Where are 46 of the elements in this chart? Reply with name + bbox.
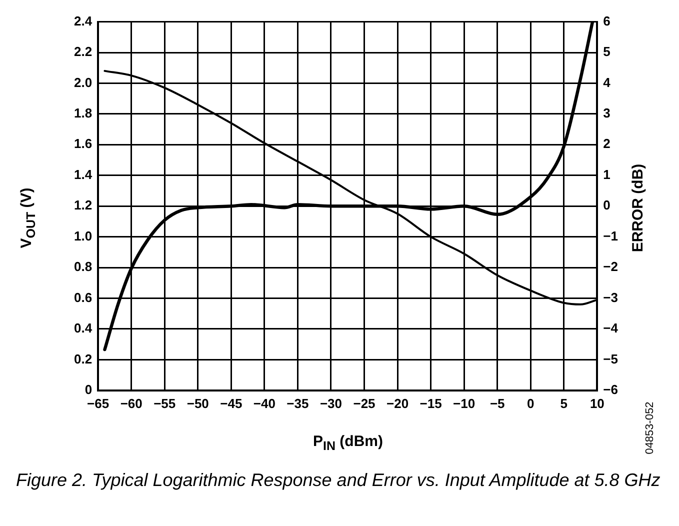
y-tick-label: 1.4 xyxy=(74,166,93,182)
x-tick-label: −20 xyxy=(386,396,409,411)
x-tick-label: −50 xyxy=(186,396,209,411)
x-tick-label: −60 xyxy=(120,396,142,411)
y-tick-label: 1.8 xyxy=(74,106,92,121)
x-tick-label: −55 xyxy=(154,396,176,411)
y-tick-label: 2.0 xyxy=(74,74,92,90)
x-tick-label: 0 xyxy=(527,396,534,411)
y2-tick-label: −6 xyxy=(603,382,618,397)
x-tick-label: 5 xyxy=(560,396,568,411)
y2-tick-label: 3 xyxy=(603,106,610,121)
x-tick-label: −35 xyxy=(286,396,309,411)
y-tick-label: 0 xyxy=(84,382,92,397)
y2-tick-label: −5 xyxy=(603,351,618,366)
y2-tick-label: 5 xyxy=(603,44,610,60)
x-tick-label: −5 xyxy=(490,396,505,411)
text: 04853-052 xyxy=(644,402,656,454)
y-tick-label: 0.2 xyxy=(74,351,92,366)
x-tick-label: −15 xyxy=(420,396,442,411)
x-tick-label: −45 xyxy=(220,396,242,411)
y2-axis-title: ERROR (dB) xyxy=(630,164,646,252)
y-tick-label: 1.6 xyxy=(74,136,92,152)
y2-tick-label: 0 xyxy=(603,198,610,213)
x-tick-label: −30 xyxy=(320,396,342,411)
y-tick-label: 1.0 xyxy=(74,228,92,244)
x-tick-label: −10 xyxy=(453,396,476,411)
x-axis-title: P$_{IN}$ (dBm) xyxy=(312,433,384,453)
caption: Figure 2. Typical Logarithmic Response and Error vs. Input Amplitude at 5.8 GHz xyxy=(16,470,660,491)
x-tick-label: −40 xyxy=(253,396,276,411)
y2-tick-label: −1 xyxy=(603,228,618,244)
y-tick-label: 0.6 xyxy=(74,290,92,305)
x-tick-label: 10 xyxy=(590,396,604,411)
y2-tick-label: −2 xyxy=(603,259,618,274)
y2-tick-label: 6 xyxy=(603,13,610,28)
y-tick-label: 0.4 xyxy=(74,320,93,336)
y-tick-label: 0.8 xyxy=(74,259,92,274)
y2-tick-label: −3 xyxy=(603,290,618,305)
y-tick-label: 1.2 xyxy=(74,198,92,213)
y2-tick-label: 2 xyxy=(603,136,610,152)
y2-tick-label: 4 xyxy=(603,74,612,90)
x-tick-label: −25 xyxy=(353,396,376,411)
y2-tick-label: −4 xyxy=(603,320,619,336)
y-tick-label: 2.4 xyxy=(74,13,93,28)
y2-tick-label: 1 xyxy=(603,166,610,182)
y-tick-label: 2.2 xyxy=(74,44,92,60)
x-tick-label: −65 xyxy=(87,396,110,411)
